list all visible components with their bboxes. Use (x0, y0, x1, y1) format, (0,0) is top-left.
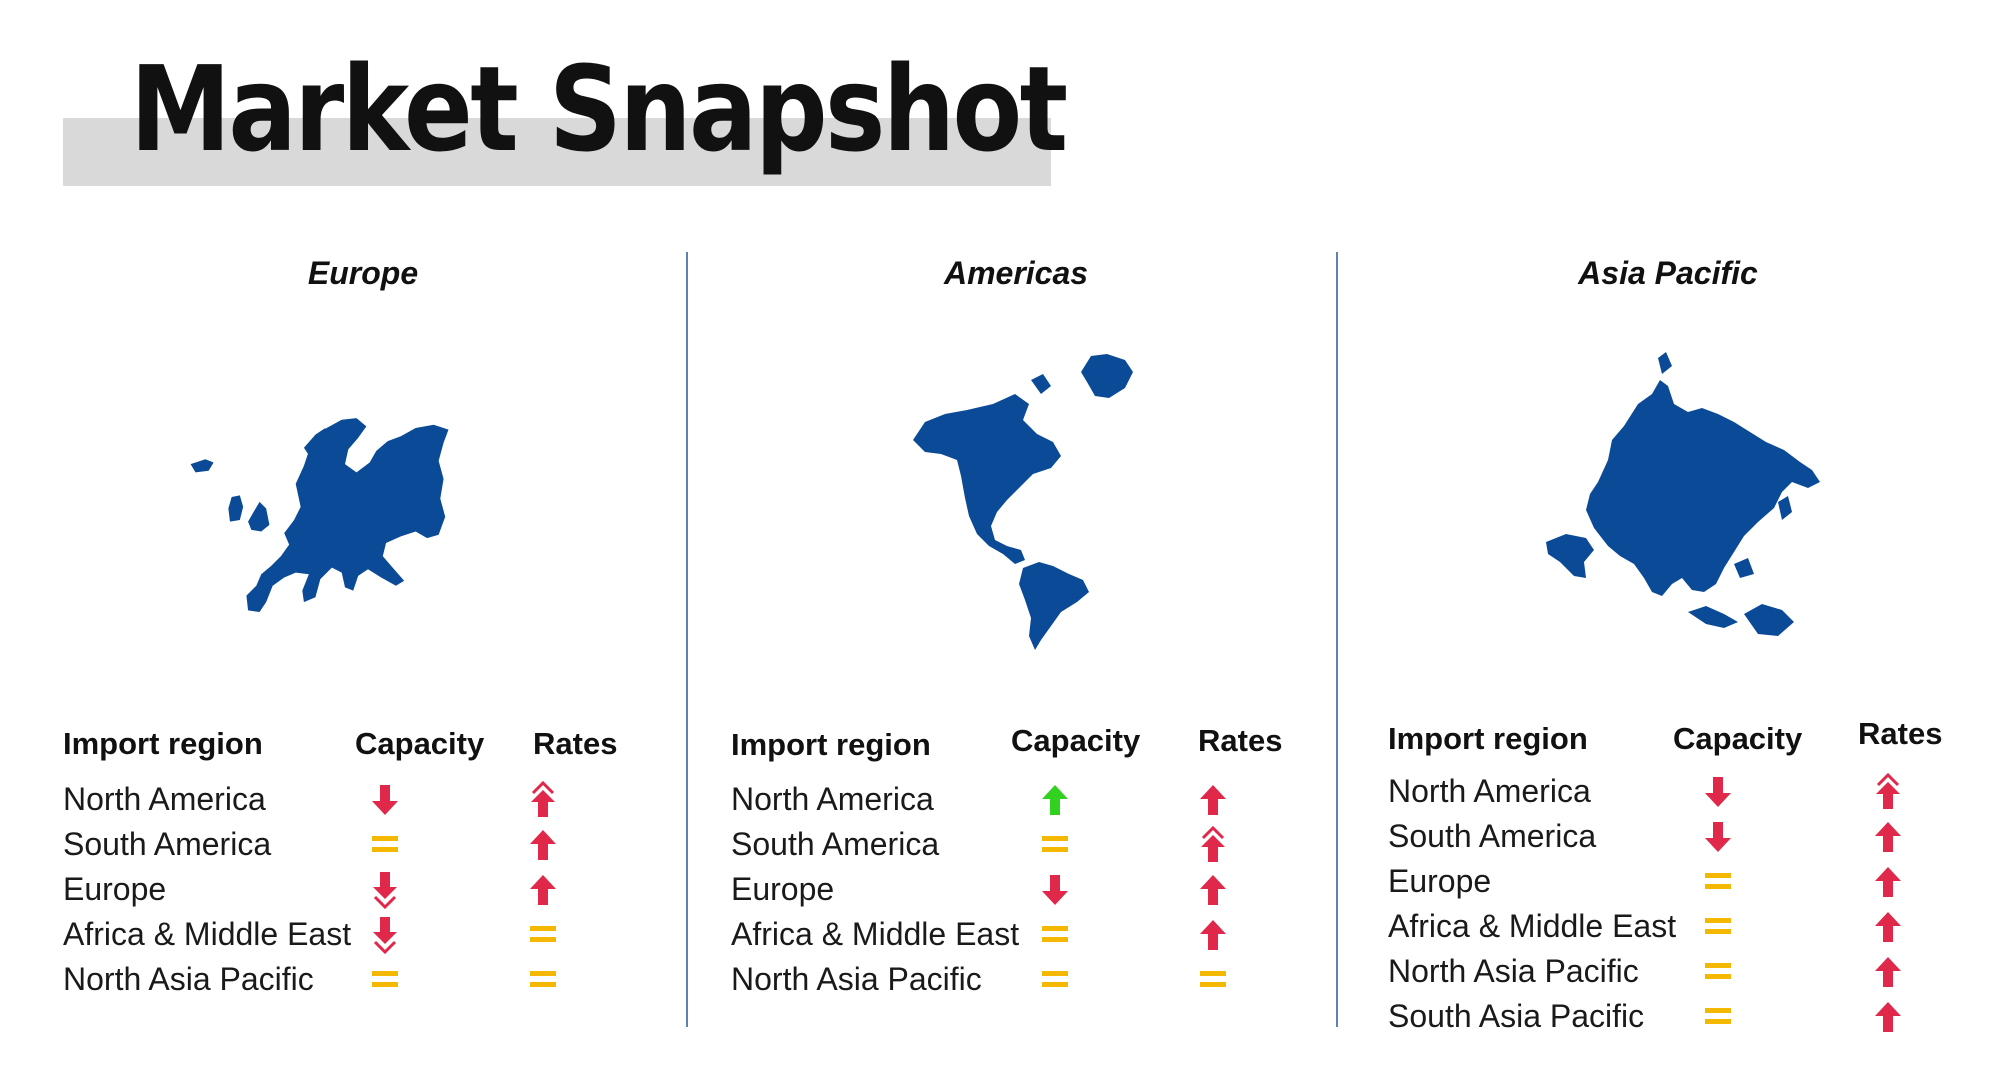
region-panel-europe: Europe Import region Capacity Rates Nort… (63, 0, 663, 1080)
col-header-capacity: Capacity (1011, 723, 1141, 758)
rates-strong-up-icon (1871, 773, 1905, 811)
title-band (63, 118, 1051, 186)
rates-up-icon (1196, 871, 1230, 909)
capacity-down-icon (368, 781, 402, 819)
rates-up-icon (1871, 998, 1905, 1036)
capacity-flat-icon (1701, 863, 1735, 901)
rates-up-icon (1871, 863, 1905, 901)
asia-pacific-map (1546, 352, 1820, 636)
import-region-label: South Asia Pacific (1388, 998, 1645, 1034)
rates-up-icon (1196, 916, 1230, 954)
import-region-label: Europe (1388, 863, 1492, 899)
col-header-rates: Rates (1198, 723, 1283, 758)
rates-flat-icon (526, 916, 560, 954)
region-title: Asia Pacific (1578, 255, 1758, 291)
table-row: North America (1388, 771, 1978, 816)
rates-up-icon (1871, 953, 1905, 991)
table-row: Africa & Middle East (63, 914, 663, 959)
table-row: North Asia Pacific (1388, 951, 1978, 996)
region-panel-americas: Americas Import region Capacity Rates No… (731, 0, 1321, 1080)
import-region-label: North Asia Pacific (1388, 953, 1639, 989)
capacity-flat-icon (368, 826, 402, 864)
capacity-flat-icon (1701, 998, 1735, 1036)
region-title: Americas (943, 255, 1089, 291)
capacity-flat-icon (1038, 826, 1072, 864)
table-row: Africa & Middle East (1388, 906, 1978, 951)
capacity-flat-icon (1038, 916, 1072, 954)
import-region-label: North America (1388, 773, 1591, 809)
col-header-rates: Rates (1858, 716, 1943, 751)
import-region-label: Africa & Middle East (1388, 908, 1677, 944)
europe-map (190, 418, 449, 612)
capacity-flat-icon (1038, 961, 1072, 999)
col-header-region: Import region (731, 727, 931, 762)
table-row: North America (731, 779, 1321, 824)
capacity-down-icon (1701, 818, 1735, 856)
col-header-capacity: Capacity (1673, 721, 1803, 756)
table-row: North America (63, 779, 663, 824)
capacity-flat-icon (1701, 908, 1735, 946)
table-row: Europe (63, 869, 663, 914)
capacity-flat-icon (368, 961, 402, 999)
import-region-label: South America (731, 826, 940, 862)
americas-map (913, 354, 1133, 650)
rates-up-icon (526, 826, 560, 864)
capacity-down-icon (1701, 773, 1735, 811)
table-row: North Asia Pacific (731, 959, 1321, 1004)
import-region-label: North America (63, 781, 266, 817)
table-row: Europe (731, 869, 1321, 914)
import-region-label: Europe (731, 871, 835, 907)
region-panel-asia-pacific: Asia Pacific Import region Capacity Rate… (1388, 0, 1978, 1080)
rates-up-icon (1871, 818, 1905, 856)
capacity-down-icon (1038, 871, 1072, 909)
rates-strong-up-icon (1196, 826, 1230, 864)
col-header-capacity: Capacity (355, 726, 485, 761)
import-region-label: North Asia Pacific (63, 961, 314, 997)
capacity-flat-icon (1701, 953, 1735, 991)
rates-up-icon (1871, 908, 1905, 946)
table-row: South America (1388, 816, 1978, 861)
import-region-label: North Asia Pacific (731, 961, 982, 997)
table-row: Europe (1388, 861, 1978, 906)
column-divider (686, 252, 688, 1027)
import-region-label: Europe (63, 871, 167, 907)
import-region-label: North America (731, 781, 934, 817)
import-region-label: Africa & Middle East (731, 916, 1020, 952)
col-header-region: Import region (63, 726, 263, 761)
col-header-rates: Rates (533, 726, 618, 761)
capacity-strong-down-icon (368, 916, 402, 954)
rates-up-icon (1196, 781, 1230, 819)
region-title: Europe (307, 255, 419, 291)
capacity-up-green-icon (1038, 781, 1072, 819)
rates-up-icon (526, 871, 560, 909)
column-divider (1336, 252, 1338, 1027)
table-row: South Asia Pacific (1388, 996, 1978, 1041)
table-row: North Asia Pacific (63, 959, 663, 1004)
import-region-label: South America (1388, 818, 1597, 854)
table-row: South America (731, 824, 1321, 869)
col-header-region: Import region (1388, 721, 1588, 756)
rates-flat-icon (526, 961, 560, 999)
table-row: Africa & Middle East (731, 914, 1321, 959)
import-region-label: South America (63, 826, 272, 862)
import-region-label: Africa & Middle East (63, 916, 352, 952)
table-row: South America (63, 824, 663, 869)
rates-strong-up-icon (526, 781, 560, 819)
page-title: Market Snapshot (130, 40, 1068, 178)
capacity-strong-down-icon (368, 871, 402, 909)
rates-flat-icon (1196, 961, 1230, 999)
